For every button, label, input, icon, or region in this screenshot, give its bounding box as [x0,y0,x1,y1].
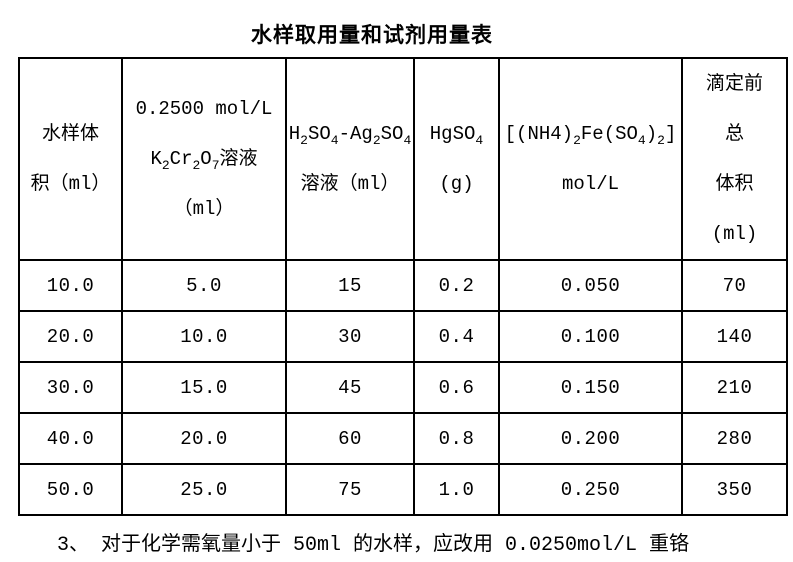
table-cell: 210 [681,361,788,414]
header-cell-water-sample-volume: 水样体积（ml） [18,57,123,261]
table-cell: 25.0 [121,463,287,516]
header-line: 0.2500 mol/L [135,98,273,120]
table-cell: 0.050 [498,259,683,312]
table-cell: 350 [681,463,788,516]
header-line: （ml） [173,198,235,220]
table-cell: 15.0 [121,361,287,414]
header-line: 溶液（ml） [300,173,400,195]
table-cell: 45 [285,361,415,414]
table-cell: 30.0 [18,361,123,414]
table-cell: 0.8 [413,412,500,465]
table-cell: 5.0 [121,259,287,312]
table-cell: 40.0 [18,412,123,465]
table-cell: 20.0 [121,412,287,465]
header-line: 滴定前 [705,73,763,95]
table-cell: 60 [285,412,415,465]
table-cell: 15 [285,259,415,312]
header-cell-sulfuric-silver-sulfate-solution: H2SO4-Ag2SO4 溶液（ml） [285,57,415,261]
table-cell: 0.4 [413,310,500,363]
table-row: 30.0 15.0 45 0.6 0.150 210 [18,361,788,414]
table-cell: 0.2 [413,259,500,312]
header-line: (ml) [711,223,758,245]
table-cell: 50.0 [18,463,123,516]
table-cell: 0.100 [498,310,683,363]
header-line: 总 [724,123,744,145]
header-line: HgSO4 [429,123,484,148]
header-row: 水样体积（ml） 0.2500 mol/L K2Cr2O7溶液 （ml） H2SO4-A… [18,57,788,261]
table-body: 10.0 5.0 15 0.2 0.050 70 20.0 10.0 30 0.4 0.100 140… [18,259,788,516]
header-line: 体积 [715,173,754,195]
table-head: 水样体积（ml） 0.2500 mol/L K2Cr2O7溶液 （ml） H2SO4-A… [18,57,788,261]
table-row: 40.0 20.0 60 0.8 0.200 280 [18,412,788,465]
table-cell: 0.200 [498,412,683,465]
header-line: mol/L [561,173,619,195]
header-line: K2Cr2O7溶液 [150,148,258,173]
header-line: (g) [439,173,474,195]
header-cell-mercury-sulfate: HgSO4 (g) [413,57,500,261]
header-cell-total-volume-before-titration: 滴定前总体积 (ml) [681,57,788,261]
table-row: 50.0 25.0 75 1.0 0.250 350 [18,463,788,516]
header-line: H2SO4-Ag2SO4 [288,123,412,148]
table-cell: 75 [285,463,415,516]
header-cell-ferrous-ammonium-sulfate: [(NH4)2Fe(SO4)2] mol/L [498,57,683,261]
reagent-table: 水样体积（ml） 0.2500 mol/L K2Cr2O7溶液 （ml） H2SO4-A… [18,57,788,516]
footer-note: 3、 对于化学需氧量小于 50ml 的水样，应改用 0.0250mol/L 重铬 [57,534,690,557]
table-cell: 0.6 [413,361,500,414]
table-cell: 0.250 [498,463,683,516]
page-title: 水样取用量和试剂用量表 [251,26,493,49]
table-row: 20.0 10.0 30 0.4 0.100 140 [18,310,788,363]
table-cell: 10.0 [18,259,123,312]
table-cell: 70 [681,259,788,312]
table-cell: 10.0 [121,310,287,363]
table-cell: 140 [681,310,788,363]
table-cell: 0.150 [498,361,683,414]
header-cell-potassium-dichromate-solution: 0.2500 mol/L K2Cr2O7溶液 （ml） [121,57,287,261]
table-row: 10.0 5.0 15 0.2 0.050 70 [18,259,788,312]
header-line: [(NH4)2Fe(SO4)2] [504,123,677,148]
header-line: 积（ml） [30,173,111,195]
table-cell: 1.0 [413,463,500,516]
table-cell: 20.0 [18,310,123,363]
header-line: 水样体 [41,123,99,145]
table-cell: 30 [285,310,415,363]
table-cell: 280 [681,412,788,465]
